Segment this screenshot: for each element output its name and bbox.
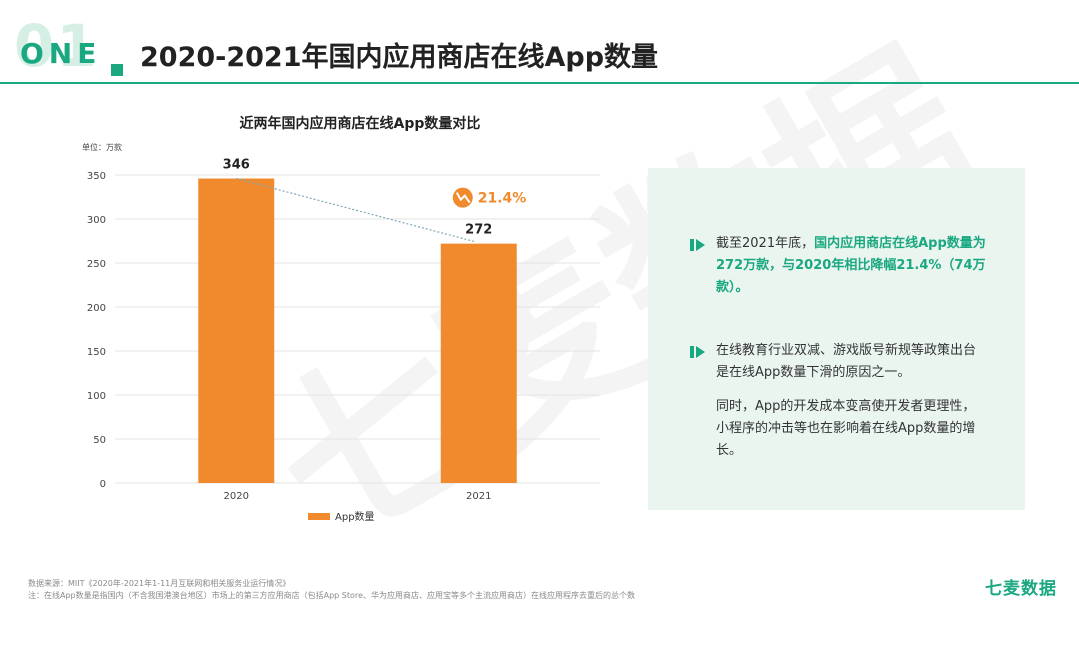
trend-line	[236, 177, 475, 243]
decline-arrow-icon	[455, 192, 471, 204]
y-tick-label: 100	[87, 391, 106, 402]
insight-point-1-highlight: 国内应用商店在线App数量为272万款，与2020年相比降幅21.4%（74万款…	[716, 236, 986, 295]
chart-area: 近两年国内应用商店在线App数量对比单位：万款 0 50 100 150 200 250 30…	[0, 100, 640, 540]
y-tick-label: 350	[87, 171, 106, 182]
bullet-marker-icon	[690, 239, 706, 251]
data-label: 272	[465, 223, 492, 238]
insight-point-2-line2: 同时，App的开发成本变高使开发者更理性，小程序的冲击等也在影响着在线App数量…	[716, 399, 976, 458]
title-divider	[0, 82, 1079, 84]
brand-logo: 七麦数据	[985, 579, 1057, 599]
insight-panel: 截至2021年底，国内应用商店在线App数量为272万款，与2020年相比降幅2…	[648, 168, 1025, 510]
x-tick-label: 2020	[224, 491, 249, 502]
section-number: 01	[14, 12, 99, 80]
bar-2021	[440, 243, 517, 483]
insight-point-2-line1: 在线教育行业双减、游戏版号新规等政策出台是在线App数量下滑的原因之一。	[716, 343, 977, 380]
legend-swatch	[308, 513, 330, 520]
decline-percent: 21.4%	[478, 191, 527, 207]
accent-square	[111, 64, 123, 76]
insight-point-1: 截至2021年底，国内应用商店在线App数量为272万款，与2020年相比降幅2…	[716, 233, 986, 299]
y-tick-label: 300	[87, 215, 106, 226]
insight-point-1-prefix: 截至2021年底，	[716, 236, 815, 251]
data-source: 数据来源：MIIT《2020年-2021年1-11月互联网和相关服务业运行情况》	[28, 579, 291, 588]
legend-label: App数量	[335, 510, 375, 523]
y-tick-label: 50	[93, 435, 106, 446]
x-tick-label: 2021	[466, 491, 491, 502]
chart-title: 近两年国内应用商店在线App数量对比	[240, 115, 481, 132]
section-word: ONE	[20, 37, 102, 70]
y-tick-label: 150	[87, 347, 106, 358]
section-number-badge: 01 ONE	[14, 14, 134, 82]
y-tick-label: 200	[87, 303, 106, 314]
bullet-marker-icon	[690, 346, 706, 358]
insight-point-2: 在线教育行业双减、游戏版号新规等政策出台是在线App数量下滑的原因之一。 同时，…	[716, 340, 986, 462]
unit-label: 单位：万款	[82, 142, 122, 152]
y-tick-label: 0	[100, 479, 106, 490]
y-tick-label: 250	[87, 259, 106, 270]
bar-2020	[198, 178, 275, 483]
data-label: 346	[223, 158, 250, 173]
page-title: 2020-2021年国内应用商店在线App数量	[140, 42, 659, 73]
footnote: 注：在线App数量是指国内（不含我国港澳台地区）市场上的第三方应用商店（包括Ap…	[28, 591, 635, 600]
